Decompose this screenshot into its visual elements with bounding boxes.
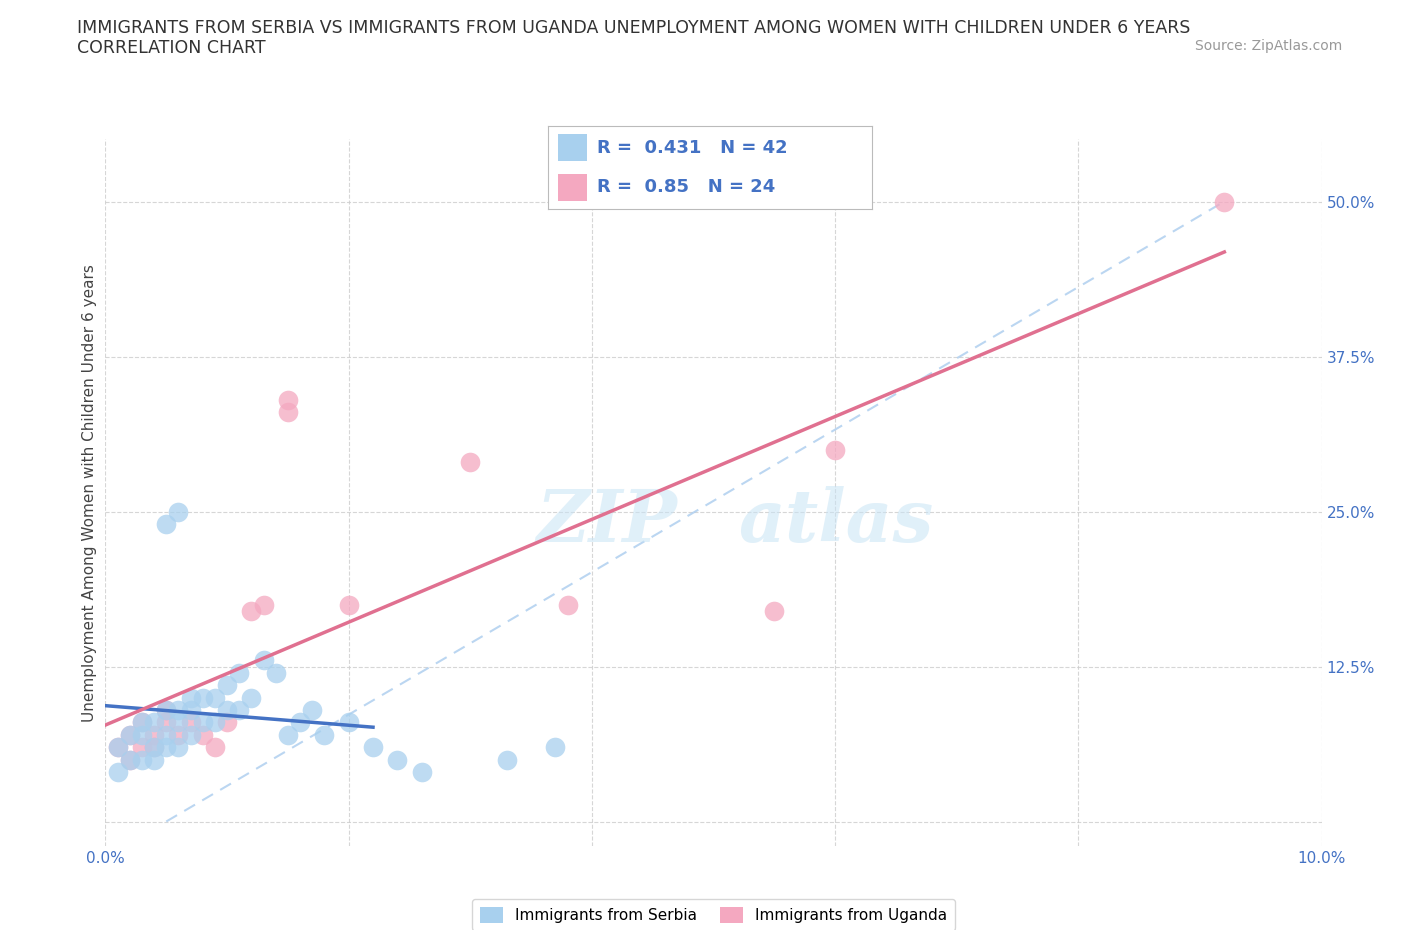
Point	[204, 715, 226, 730]
Point	[240, 604, 263, 618]
Point	[131, 752, 153, 767]
Point	[167, 702, 190, 717]
Point	[824, 442, 846, 457]
Point	[277, 405, 299, 419]
Point	[361, 739, 384, 754]
Point	[277, 727, 299, 742]
Point	[118, 727, 141, 742]
Point	[155, 715, 177, 730]
Point	[240, 690, 263, 705]
Point	[131, 727, 153, 742]
Point	[118, 727, 141, 742]
Point	[167, 504, 190, 519]
Point	[131, 715, 153, 730]
Point	[107, 764, 129, 779]
Bar	[558, 134, 588, 161]
Point	[557, 597, 579, 612]
Point	[167, 727, 190, 742]
Point	[228, 702, 250, 717]
Point	[191, 715, 214, 730]
Point	[167, 715, 190, 730]
Point	[204, 739, 226, 754]
Point	[155, 739, 177, 754]
Y-axis label: Unemployment Among Women with Children Under 6 years: Unemployment Among Women with Children U…	[82, 264, 97, 722]
Point	[167, 739, 190, 754]
Point	[228, 665, 250, 680]
Point	[277, 392, 299, 407]
Point	[264, 665, 287, 680]
Point	[155, 727, 177, 742]
Point	[180, 727, 202, 742]
Point	[337, 597, 360, 612]
Text: R =  0.85   N = 24: R = 0.85 N = 24	[596, 179, 775, 196]
Point	[180, 690, 202, 705]
Point	[143, 752, 166, 767]
Point	[131, 739, 153, 754]
Point	[288, 715, 311, 730]
Point	[387, 752, 409, 767]
Point	[217, 678, 239, 693]
Text: IMMIGRANTS FROM SERBIA VS IMMIGRANTS FROM UGANDA UNEMPLOYMENT AMONG WOMEN WITH C: IMMIGRANTS FROM SERBIA VS IMMIGRANTS FRO…	[77, 19, 1191, 36]
Text: R =  0.431   N = 42: R = 0.431 N = 42	[596, 139, 787, 157]
Point	[763, 604, 786, 618]
Point	[143, 739, 166, 754]
Text: Source: ZipAtlas.com: Source: ZipAtlas.com	[1195, 39, 1343, 53]
Point	[143, 715, 166, 730]
Point	[217, 715, 239, 730]
Legend: Immigrants from Serbia, Immigrants from Uganda: Immigrants from Serbia, Immigrants from …	[472, 899, 955, 930]
Point	[495, 752, 517, 767]
Point	[180, 702, 202, 717]
Point	[118, 752, 141, 767]
Point	[544, 739, 567, 754]
Point	[155, 702, 177, 717]
Text: ZIP: ZIP	[536, 485, 678, 557]
Point	[191, 727, 214, 742]
Point	[337, 715, 360, 730]
Point	[217, 702, 239, 717]
Point	[301, 702, 323, 717]
Point	[131, 715, 153, 730]
Point	[155, 516, 177, 531]
Point	[458, 455, 481, 470]
Point	[204, 690, 226, 705]
Point	[143, 739, 166, 754]
Point	[107, 739, 129, 754]
Point	[118, 752, 141, 767]
Text: CORRELATION CHART: CORRELATION CHART	[77, 39, 266, 57]
Point	[411, 764, 433, 779]
Point	[107, 739, 129, 754]
Point	[191, 690, 214, 705]
Bar	[558, 174, 588, 201]
Point	[252, 597, 274, 612]
Point	[143, 727, 166, 742]
Point	[180, 715, 202, 730]
Text: atlas: atlas	[738, 485, 934, 557]
Point	[1213, 194, 1236, 209]
Point	[314, 727, 336, 742]
Point	[155, 702, 177, 717]
Point	[252, 653, 274, 668]
